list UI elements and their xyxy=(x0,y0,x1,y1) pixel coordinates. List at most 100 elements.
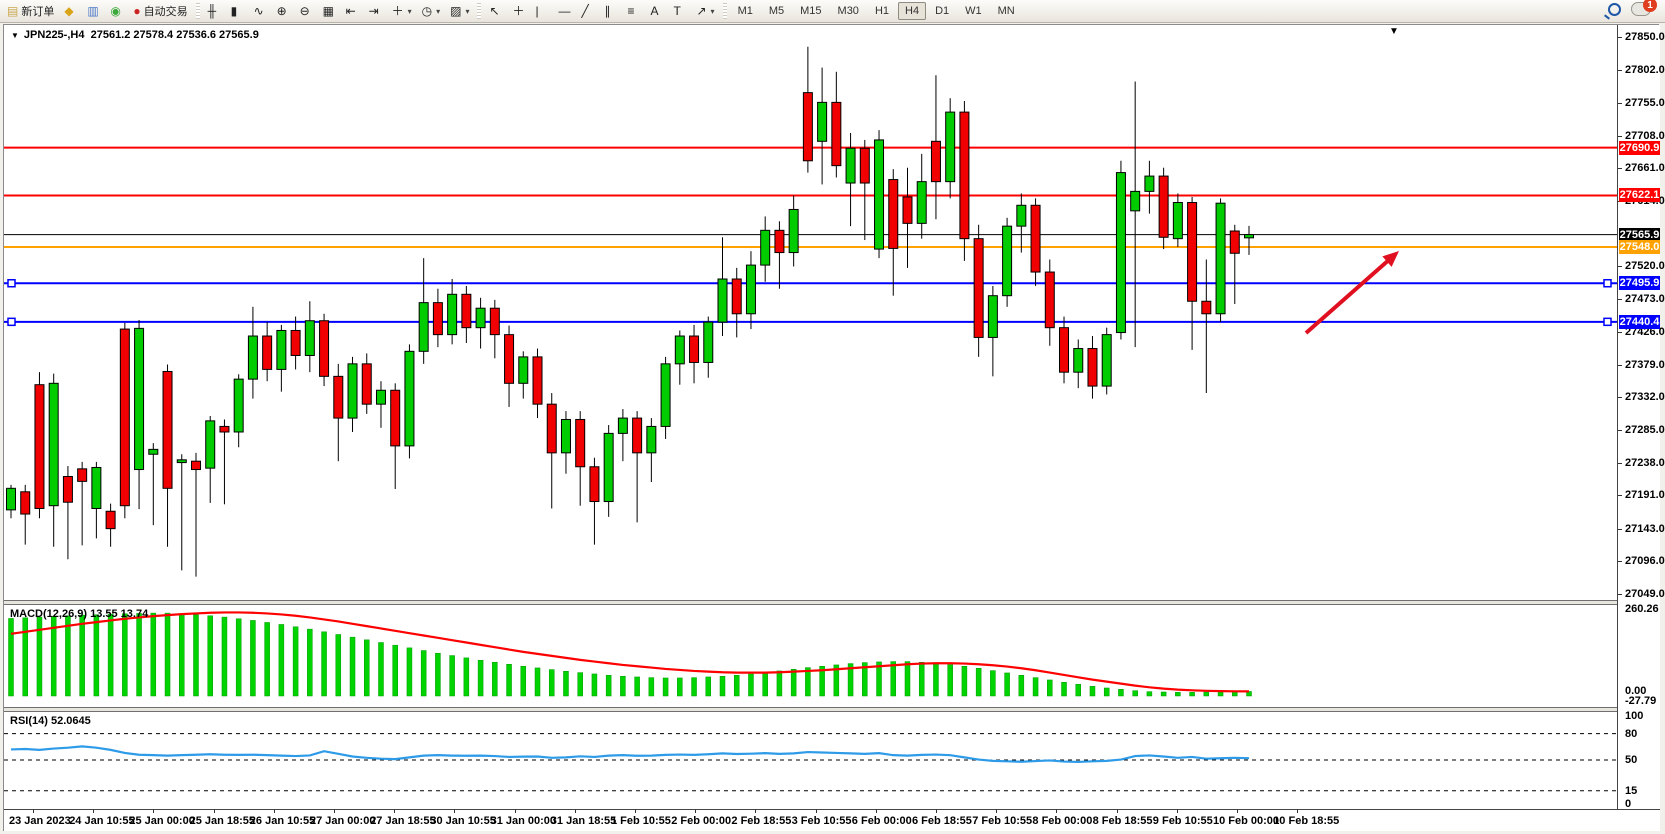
bearish-candle xyxy=(859,147,870,184)
timeframe-mn[interactable]: MN xyxy=(997,5,1015,17)
toolbar-grip[interactable] xyxy=(195,3,200,19)
price-badge-27548.0: 27548.0 xyxy=(1619,240,1660,254)
price-tick xyxy=(1618,397,1622,399)
line-handle[interactable] xyxy=(1603,278,1612,288)
tile-windows-button[interactable]: ▦ xyxy=(319,2,340,21)
timeframe-h4[interactable]: H4 xyxy=(898,2,927,20)
bearish-candle xyxy=(831,101,842,167)
navigator-button[interactable]: ◉ xyxy=(106,2,127,21)
bar-chart-icon: ╫ xyxy=(207,4,217,18)
price-tick-label: 27473.0 xyxy=(1625,293,1665,306)
bullish-candle xyxy=(1144,175,1155,192)
trendline-button[interactable]: ╱ xyxy=(577,2,598,21)
chart-shift-button[interactable]: ⇤ xyxy=(342,2,363,21)
hline-button[interactable]: — xyxy=(554,2,575,21)
price-tick-label: 27520.0 xyxy=(1625,260,1665,273)
price-tick-label: 27238.0 xyxy=(1625,456,1665,469)
bearish-candle xyxy=(162,370,173,489)
candlestick-chart-button[interactable]: ▮ xyxy=(227,2,248,21)
date-axis[interactable]: 23 Jan 2023 24 Jan 10:55 25 Jan 00:00 25 Ja… xyxy=(4,809,1660,831)
indicators-dropdown[interactable]: ＋ ▾ xyxy=(388,2,416,21)
bearish-candle xyxy=(689,335,700,363)
macd-histogram-bar xyxy=(250,620,256,697)
bearish-candle xyxy=(731,278,742,315)
data-window-button[interactable]: ▥ xyxy=(83,2,104,21)
price-tick-label: 27332.0 xyxy=(1625,391,1665,404)
vline-button[interactable]: | xyxy=(531,2,552,21)
date-tick xyxy=(33,810,34,813)
macd-pane[interactable]: MACD(12,26,9) 13.55 13.74 xyxy=(4,605,1617,707)
price-tick xyxy=(1618,37,1622,38)
bullish-candle xyxy=(1215,202,1226,315)
timeframe-w1[interactable]: W1 xyxy=(965,5,982,17)
macd-histogram-bar xyxy=(520,665,527,697)
rsi-pane[interactable]: RSI(14) 52.0645 xyxy=(4,712,1617,809)
timeframe-d1[interactable]: D1 xyxy=(935,5,950,17)
timeframe-m30[interactable]: M30 xyxy=(837,5,859,17)
channel-button[interactable]: ∥ xyxy=(600,2,621,21)
bullish-candle xyxy=(1101,334,1112,387)
macd-histogram-bar xyxy=(918,661,925,697)
new-order-button-label: 新订单 xyxy=(21,6,55,18)
macd-histogram-bar xyxy=(1004,672,1010,697)
line-handle[interactable] xyxy=(1603,317,1612,327)
toolbar-grip3[interactable] xyxy=(722,3,727,19)
toolbar-grip2[interactable] xyxy=(477,3,482,19)
autotrading-button[interactable]: ● 自动交易 xyxy=(129,2,191,21)
chart-title-dropdown-icon[interactable]: ▼ xyxy=(11,31,19,40)
rsi-axis-label: 80 xyxy=(1625,727,1638,740)
macd-histogram-bar xyxy=(164,612,171,697)
macd-histogram-bar xyxy=(235,618,242,697)
price-chart-pane[interactable]: ▼ ▼ JPN225-,H4 27561.2 27578.4 27536.6 27… xyxy=(4,25,1617,600)
timeframe-m1[interactable]: M1 xyxy=(737,5,753,17)
macd-histogram-bar xyxy=(1132,690,1138,697)
fibonacci-button[interactable]: ≡ xyxy=(623,2,644,21)
bearish-candle xyxy=(219,425,230,433)
chat-icon[interactable]: 1 xyxy=(1631,0,1657,16)
channel-icon: ∥ xyxy=(604,4,611,18)
arrows-dropdown[interactable]: ↗ ▾ xyxy=(692,2,718,21)
macd-histogram-bar xyxy=(833,664,840,697)
bullish-candle xyxy=(703,321,714,363)
date-tick xyxy=(635,810,636,813)
text-label-button[interactable]: T xyxy=(669,2,690,21)
timeframe-h1[interactable]: H1 xyxy=(874,5,889,17)
trend-arrow[interactable] xyxy=(1304,256,1393,335)
chart-shift-marker-icon[interactable]: ▼ xyxy=(1389,26,1399,37)
macd-histogram-bar xyxy=(292,626,299,697)
toolbar-chart-group: ╫ ▮ ∿ ⊕ ⊖ ▦ ⇤ ⇥ ＋ ▾ ◷ ▾ ▨ ▾ xyxy=(203,2,475,21)
date-tick xyxy=(454,810,456,813)
line-handle[interactable] xyxy=(7,317,16,327)
vline-icon: | xyxy=(535,4,539,18)
zoom-out-button[interactable]: ⊖ xyxy=(296,2,317,21)
macd-histogram-bar xyxy=(662,677,669,697)
cursor-button[interactable]: ↖ xyxy=(485,2,506,21)
chevron-down-icon: ▾ xyxy=(465,6,470,16)
timeframe-m15[interactable]: M15 xyxy=(800,5,822,17)
timeframe-m5[interactable]: M5 xyxy=(768,5,785,17)
navigator-icon: ◉ xyxy=(110,4,121,18)
new-order-button[interactable]: ▤ 新订单 xyxy=(3,2,58,21)
macd-histogram-bar xyxy=(1160,691,1167,697)
macd-histogram-bar xyxy=(1061,682,1067,697)
macd-pane-splitter[interactable] xyxy=(4,600,1660,605)
market-watch-button[interactable]: ◆ xyxy=(60,2,81,21)
period-dropdown[interactable]: ◷ ▾ xyxy=(418,2,445,21)
text-button[interactable]: A xyxy=(646,2,667,21)
price-tick-label: 27850.0 xyxy=(1625,31,1665,43)
bullish-candle xyxy=(1244,234,1255,239)
line-chart-button[interactable]: ∿ xyxy=(250,2,271,21)
zoom-in-button[interactable]: ⊕ xyxy=(273,2,294,21)
line-handle[interactable] xyxy=(7,278,16,288)
search-icon[interactable] xyxy=(1608,2,1621,16)
rsi-pane-splitter[interactable] xyxy=(4,707,1660,712)
bar-chart-button[interactable]: ╫ xyxy=(204,2,225,21)
template-dropdown[interactable]: ▨ ▾ xyxy=(446,2,473,21)
bullish-candle xyxy=(845,147,856,184)
price-axis[interactable]: 27850.027802.027755.027708.027661.027614… xyxy=(1617,25,1665,810)
price-badge-27565.9: 27565.9 xyxy=(1619,227,1660,242)
crosshair-button[interactable]: ＋ xyxy=(508,2,529,21)
chart-autoscroll-button[interactable]: ⇥ xyxy=(365,2,386,21)
bullish-candle xyxy=(717,278,728,323)
chart-ohlc-values: 27561.2 27578.4 27536.6 27565.9 xyxy=(90,29,259,41)
